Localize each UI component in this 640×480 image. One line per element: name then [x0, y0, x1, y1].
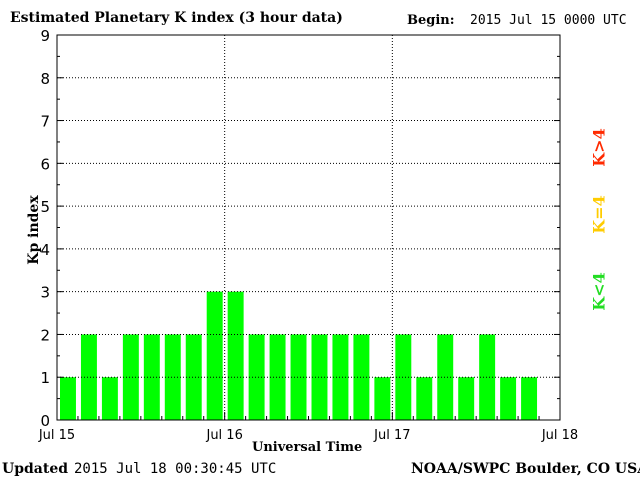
chart-title: Estimated Planetary K index (3 hour data…: [10, 10, 343, 26]
kp-bar: [269, 334, 286, 420]
kp-bar: [479, 334, 496, 420]
y-tick-label: 7: [40, 113, 50, 131]
kp-bar: [101, 377, 118, 420]
kp-bar: [437, 334, 454, 420]
kp-bar: [458, 377, 475, 420]
y-axis-label: Kp index: [26, 195, 42, 265]
kp-bar: [332, 334, 349, 420]
legend-k-equal-4: K=4: [589, 195, 609, 234]
updated-label: Updated: [2, 461, 69, 477]
kp-bar: [395, 334, 412, 420]
y-tick-label: 0: [40, 412, 50, 430]
begin-value: 2015 Jul 15 0000 UTC: [470, 13, 627, 28]
y-tick-label: 1: [40, 369, 50, 387]
kp-bar: [248, 334, 265, 420]
begin-label: Begin:: [407, 13, 455, 28]
kp-bar: [353, 334, 370, 420]
plot-frame: [56, 34, 561, 421]
kp-bar: [122, 334, 139, 420]
kp-bar: [311, 334, 328, 420]
x-tick-label: Jul 18: [541, 428, 578, 443]
y-tick-label: 3: [40, 284, 50, 302]
kp-bar: [521, 377, 538, 420]
updated-value: 2015 Jul 18 00:30:45 UTC: [74, 461, 277, 477]
kp-bar: [60, 377, 76, 420]
y-tick-label: 8: [40, 70, 50, 88]
kp-bar: [143, 334, 160, 420]
kp-bar: [164, 334, 181, 420]
y-tick-label: 4: [40, 241, 50, 259]
kp-bar: [80, 334, 97, 420]
credit-text: NOAA/SWPC Boulder, CO USA: [411, 461, 640, 477]
kp-bar: [500, 377, 517, 420]
kp-bar: [206, 291, 223, 420]
kp-bar: [185, 334, 202, 420]
kp-bar: [374, 377, 391, 420]
kp-bar: [416, 377, 433, 420]
x-tick-label: Jul 16: [205, 428, 242, 443]
y-tick-label: 6: [40, 155, 50, 173]
kp-bar: [290, 334, 307, 420]
y-tick-label: 5: [40, 198, 50, 216]
x-tick-label: Jul 17: [373, 428, 410, 443]
legend-k-greater-4: K>4: [589, 128, 609, 167]
y-tick-label: 2: [40, 326, 50, 344]
x-tick-label: Jul 15: [38, 428, 75, 443]
kp-bar: [227, 291, 244, 420]
y-tick-label: 9: [40, 27, 50, 45]
x-axis-label: Universal Time: [252, 440, 363, 455]
legend-k-less-4: K<4: [589, 272, 609, 311]
